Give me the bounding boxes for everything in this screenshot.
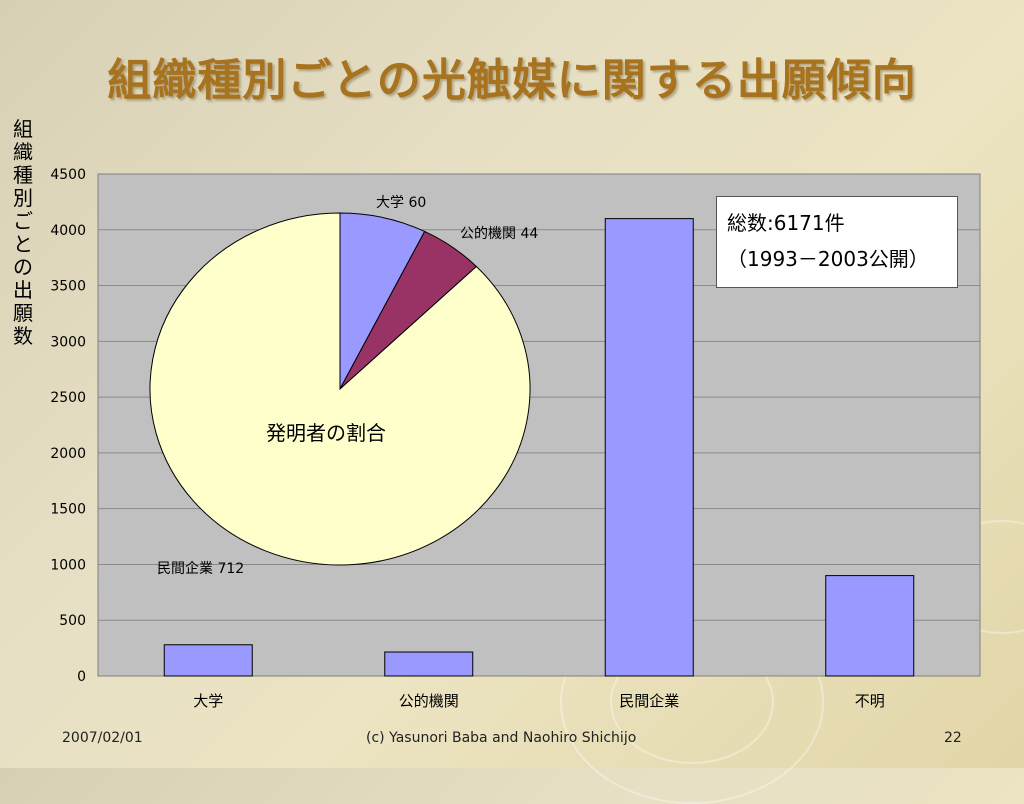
- footer-copyright: (c) Yasunori Baba and Naohiro Shichijo: [366, 730, 637, 746]
- pie-label-university: 大学 60: [376, 195, 426, 211]
- x-tick-label: 公的機関: [399, 692, 459, 710]
- y-tick-label: 4000: [50, 223, 86, 239]
- y-tick-label: 1500: [50, 502, 86, 518]
- y-tick-label: 3500: [50, 279, 86, 295]
- y-axis-label: 組織種別ごとの出願数: [13, 117, 33, 348]
- slide-title: 組織種別ごとの光触媒に関する出願傾向: [107, 55, 917, 106]
- y-tick-label: 0: [77, 669, 86, 685]
- bar: [384, 651, 474, 677]
- y-tick-label: 3000: [50, 334, 86, 350]
- bar: [825, 575, 915, 677]
- bar: [163, 644, 253, 677]
- footer-page-number: 22: [944, 730, 962, 746]
- footer-date: 2007/02/01: [62, 730, 143, 746]
- bar: [604, 218, 694, 677]
- pie-label-private: 民間企業 712: [157, 560, 244, 577]
- x-tick-label: 不明: [855, 692, 885, 710]
- y-tick-label: 4500: [50, 167, 86, 183]
- y-tick-label: 500: [59, 613, 86, 629]
- pie-title: 発明者の割合: [266, 421, 386, 445]
- y-tick-label: 2000: [50, 446, 86, 462]
- y-tick-label: 1000: [50, 557, 86, 573]
- total-count-box: 総数:6171件 （1993－2003公開）: [716, 196, 958, 288]
- pie-slice: [149, 212, 531, 566]
- x-tick-label: 民間企業: [619, 692, 679, 710]
- y-tick-label: 2500: [50, 390, 86, 406]
- total-count-text: 総数:6171件: [727, 211, 845, 235]
- pie-label-public: 公的機関 44: [460, 226, 538, 242]
- x-tick-label: 大学: [193, 692, 223, 710]
- period-text: （1993－2003公開）: [727, 247, 929, 271]
- bar-chart: 0 500 1000 1500 2000 2500 3000 3500 4000 4500 大学 公…: [50, 167, 981, 710]
